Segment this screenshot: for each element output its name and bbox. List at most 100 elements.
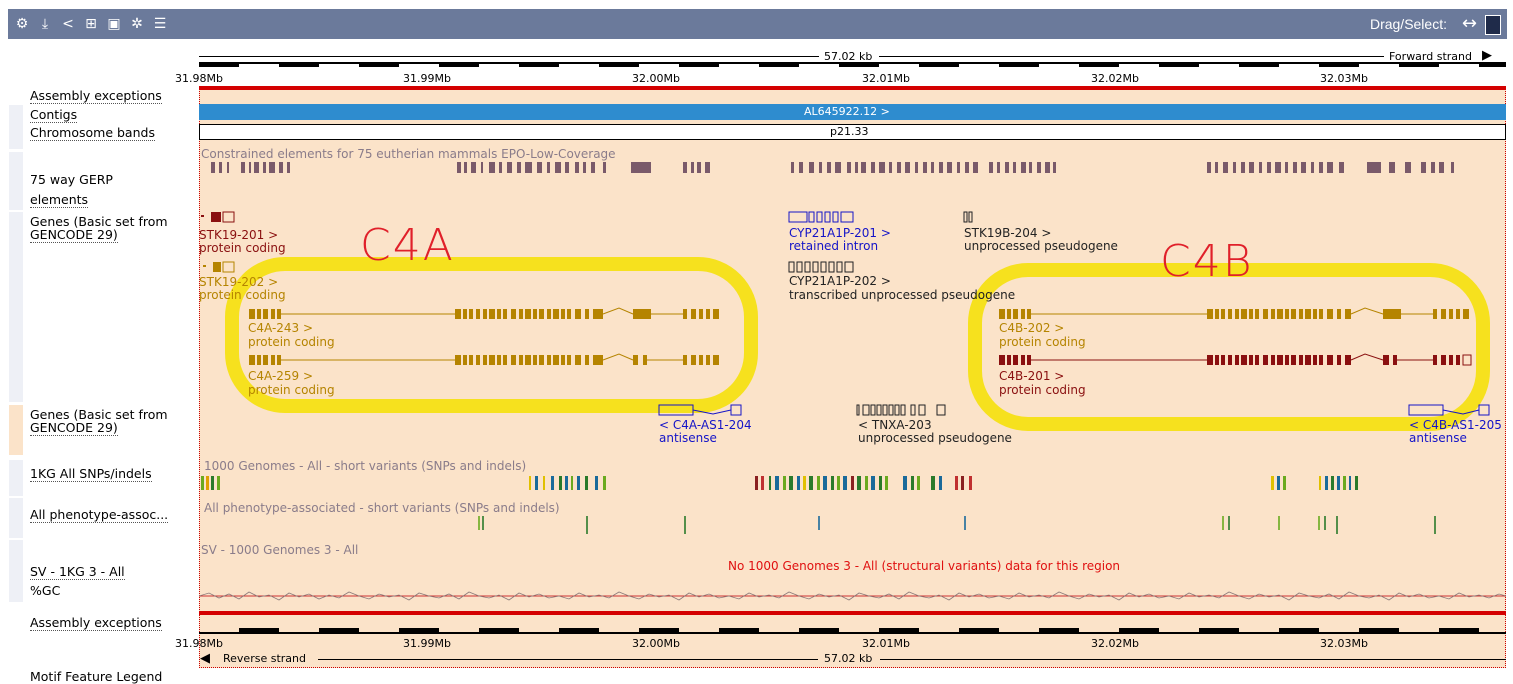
- ruler-seg: [879, 628, 919, 632]
- chromosome-band[interactable]: p21.33: [199, 124, 1506, 140]
- gene-cyp21a1p-202[interactable]: CYP21A1P-202 >: [789, 274, 891, 288]
- gerp-elements[interactable]: [199, 160, 1506, 174]
- gene-c4a-as1-204[interactable]: < C4A-AS1-204: [659, 418, 752, 432]
- track-label-assembly[interactable]: Assembly exceptions: [30, 88, 162, 104]
- tick-label: 32.03Mb: [1320, 72, 1368, 85]
- phenotype-title: All phenotype-associated - short variant…: [204, 501, 560, 515]
- gene-c4b-as1-205[interactable]: < C4B-AS1-205: [1409, 418, 1502, 432]
- share-icon[interactable]: <: [62, 16, 74, 32]
- gene-c4b-201[interactable]: C4B-201 >: [999, 369, 1065, 383]
- tracks-icon[interactable]: ☰: [153, 16, 167, 32]
- ruler-seg: [439, 63, 479, 67]
- gene-c4a-243[interactable]: C4A-243 >: [248, 321, 314, 335]
- reverse-arrow-icon: ◀: [200, 651, 210, 666]
- contig-bar[interactable]: AL645922.12 >: [199, 104, 1506, 120]
- track-grip[interactable]: [9, 460, 23, 496]
- ruler-seg: [1199, 628, 1239, 632]
- gene-c4b-202[interactable]: C4B-202 >: [999, 321, 1065, 335]
- gene-c4a-259[interactable]: C4A-259 >: [248, 369, 314, 383]
- track-grip[interactable]: [9, 540, 23, 602]
- gene-c4a-as1-204-type: antisense: [659, 431, 717, 445]
- gene-c4a-243-type: protein coding: [248, 335, 335, 349]
- ruler-seg: [359, 63, 399, 67]
- track-label-contigs[interactable]: Contigs: [30, 107, 78, 123]
- ruler-line: [318, 659, 818, 660]
- ruler-bottom: [199, 626, 1506, 636]
- track-grip[interactable]: [9, 405, 23, 455]
- toolbar: ⚙ ⤓ < ⊞ ▣ ✲ ☰ Drag/Select: ↔: [8, 9, 1507, 39]
- c4b-highlight: [968, 263, 1490, 431]
- track-label-snps[interactable]: 1KG All SNPs/indels: [30, 466, 152, 482]
- forward-strand-label: Forward strand: [1389, 50, 1472, 63]
- ruler-line: [880, 659, 1506, 660]
- gene-c4b-202-type: protein coding: [999, 335, 1086, 349]
- sv-no-data-message: No 1000 Genomes 3 - All (structural vari…: [728, 559, 1121, 573]
- gene-cyp21a1p-201-type: retained intron: [789, 239, 879, 253]
- select-box-icon[interactable]: [1485, 15, 1501, 35]
- ruler-seg: [1319, 63, 1359, 67]
- ruler-length-bottom: 57.02 kb: [824, 652, 873, 665]
- gene-stk19-202[interactable]: STK19-202 >: [199, 275, 279, 289]
- ruler-seg: [1439, 628, 1479, 632]
- track-label-phenotype[interactable]: All phenotype-assoc...: [30, 507, 169, 523]
- snp-variants[interactable]: [199, 474, 1506, 492]
- track-label-gerp-2[interactable]: elements: [30, 192, 89, 208]
- track-grip[interactable]: [9, 105, 23, 149]
- resize-icon[interactable]: ⊞: [85, 16, 97, 32]
- ruler-seg: [919, 63, 959, 67]
- tick-label-bottom: 32.02Mb: [1091, 637, 1139, 650]
- ruler-seg: [639, 628, 679, 632]
- track-grip[interactable]: [9, 498, 23, 538]
- track-label-genes-rev[interactable]: Genes (Basic set from: [30, 407, 168, 422]
- gerp-title: Constrained elements for 75 eutherian ma…: [201, 147, 616, 161]
- tick-label: 32.01Mb: [862, 72, 910, 85]
- forward-gene-models[interactable]: [199, 205, 1506, 405]
- ruler-seg: [999, 63, 1039, 67]
- reverse-strand-label: Reverse strand: [223, 652, 306, 665]
- ruler-seg: [719, 628, 759, 632]
- gene-tnxa-203[interactable]: < TNXA-203: [858, 418, 932, 432]
- gear-icon[interactable]: ⚙: [15, 16, 29, 32]
- track-label-assembly-bottom[interactable]: Assembly exceptions: [30, 615, 162, 631]
- drag-arrow-icon[interactable]: ↔: [1461, 13, 1477, 34]
- gc-content-plot[interactable]: [199, 586, 1506, 608]
- assembly-exception-bar-bottom: [199, 611, 1506, 615]
- tick-label: 32.00Mb: [632, 72, 680, 85]
- ruler-seg: [319, 628, 359, 632]
- snps-title: 1000 Genomes - All - short variants (SNP…: [204, 459, 527, 473]
- phenotype-variants[interactable]: [199, 512, 1506, 536]
- gene-stk19b-204[interactable]: STK19B-204 >: [964, 226, 1052, 240]
- track-grip[interactable]: [9, 212, 23, 402]
- gene-stk19b-204-type: unprocessed pseudogene: [964, 239, 1118, 253]
- contig-label: AL645922.12 >: [804, 105, 890, 118]
- track-label-bands[interactable]: Chromosome bands: [30, 125, 155, 141]
- c4a-annotation: C4A: [360, 220, 455, 271]
- track-label-genes-fwd[interactable]: Genes (Basic set from: [30, 214, 168, 229]
- track-label-genes-rev-2[interactable]: GENCODE 29): [30, 420, 118, 436]
- sv-title: SV - 1000 Genomes 3 - All: [201, 543, 359, 557]
- image-icon[interactable]: ▣: [107, 16, 121, 32]
- ruler-seg: [1399, 63, 1439, 67]
- track-grip[interactable]: [9, 152, 23, 210]
- gene-c4a-259-type: protein coding: [248, 383, 335, 397]
- settings-icon[interactable]: ✲: [131, 16, 143, 32]
- track-label-genes-fwd-2[interactable]: GENCODE 29): [30, 227, 118, 243]
- tick-label-bottom: 32.03Mb: [1320, 637, 1368, 650]
- track-label-sv[interactable]: SV - 1KG 3 - All: [30, 564, 125, 580]
- assembly-exception-bar: [199, 86, 1506, 90]
- gene-stk19-202-type: protein coding: [199, 288, 286, 302]
- gene-c4b-201-type: protein coding: [999, 383, 1086, 397]
- ruler-seg: [959, 628, 999, 632]
- ruler-seg: [399, 628, 439, 632]
- gene-stk19-201[interactable]: STK19-201 >: [199, 228, 279, 242]
- c4b-annotation: C4B: [1160, 236, 1254, 287]
- tick-label: 32.02Mb: [1091, 72, 1139, 85]
- tick-label-bottom: 31.99Mb: [403, 637, 451, 650]
- gene-cyp21a1p-201[interactable]: CYP21A1P-201 >: [789, 226, 891, 240]
- track-label-gerp[interactable]: 75 way GERP: [30, 172, 113, 187]
- ruler-seg: [1479, 63, 1506, 67]
- gene-c4b-as1-205-type: antisense: [1409, 431, 1467, 445]
- export-icon[interactable]: ⤓: [41, 16, 49, 32]
- reverse-gene-models[interactable]: [199, 402, 1506, 420]
- track-label-gc[interactable]: %GC: [30, 583, 61, 598]
